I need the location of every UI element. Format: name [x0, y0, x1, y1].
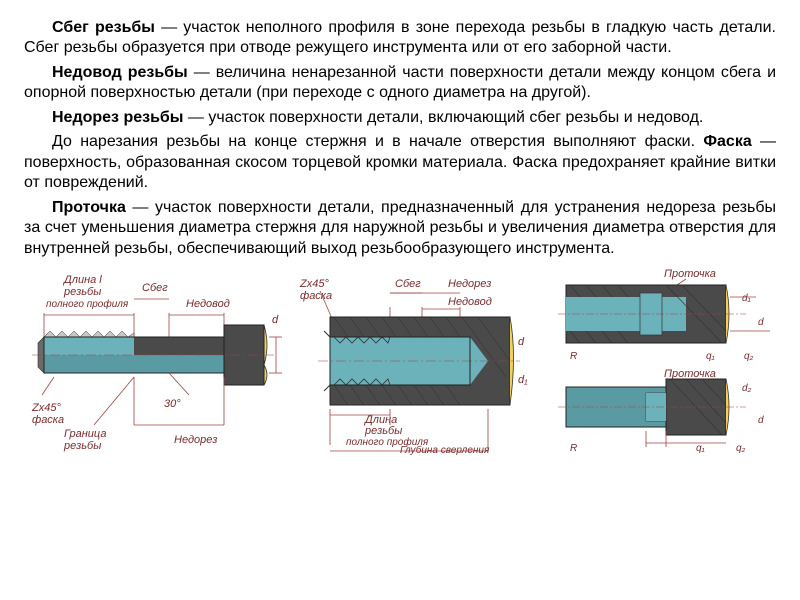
label-protochka1: Проточка: [664, 268, 716, 280]
label-zx45-1: Zx45°: [31, 402, 61, 414]
term-faska: Фаска: [703, 133, 751, 150]
label-rezby: резьбы: [63, 286, 101, 298]
paragraph-nedovod: Недовод резьбы — величина ненарезанной ч…: [24, 63, 776, 104]
label-d2-l: d₂: [742, 383, 752, 394]
label-dlina-l: Длина l: [62, 274, 102, 286]
label-faska-2: фаска: [300, 290, 332, 302]
paragraph-faska: До нарезания резьбы на конце стержня и в…: [24, 132, 776, 193]
label-nedorez1: Недорез: [174, 434, 217, 446]
text-faska-pre: До нарезания резьбы на конце стержня и в…: [52, 133, 703, 150]
term-nedorez: Недорез резьбы: [52, 109, 183, 126]
label-R-l: R: [570, 443, 577, 454]
label-d-u: d: [758, 317, 764, 328]
label-q1-u: q₁: [706, 351, 715, 362]
label-d-2: d: [518, 336, 525, 348]
label-q2-l: q₂: [736, 443, 746, 454]
label-q2-u: q₂: [744, 351, 754, 362]
label-zx45-2: Zx45°: [299, 278, 329, 290]
diagram-protochka: Проточка d₁ d R q₁ q₂ Проточка: [546, 265, 776, 455]
label-protochka2: Проточка: [664, 368, 716, 380]
text-protochka: — участок поверхности детали, предназнач…: [24, 199, 776, 257]
text-nedorez: — участок поверхности детали, включающий…: [183, 109, 703, 126]
label-rezby2: резьбы: [63, 440, 101, 452]
paragraph-nedorez: Недорез резьбы — участок поверхности дет…: [24, 108, 776, 128]
label-rezby3: резьбы: [364, 425, 402, 437]
label-d-l: d: [758, 415, 764, 426]
label-nedorez2: Недорез: [448, 278, 491, 290]
label-d-1: d: [272, 314, 279, 326]
diagram-external-shaft: Длина l резьбы полного профиля Сбег Недо…: [24, 265, 284, 455]
label-d1-u: d₁: [742, 293, 751, 304]
paragraph-protochka: Проточка — участок поверхности детали, п…: [24, 198, 776, 259]
label-d1-2: d₁: [518, 374, 528, 386]
diagram-row: Длина l резьбы полного профиля Сбег Недо…: [24, 265, 776, 455]
label-sbeg2: Сбег: [395, 278, 421, 290]
label-q1-l: q₁: [696, 443, 705, 454]
label-faska-1: фаска: [32, 414, 64, 426]
term-protochka: Проточка: [52, 199, 126, 216]
label-sbeg1: Сбег: [142, 282, 168, 294]
label-R-u: R: [570, 351, 577, 362]
label-glubina: Глубина сверления: [400, 444, 490, 455]
label-nedovod1: Недовод: [186, 298, 230, 310]
label-nedovod2: Недовод: [448, 296, 492, 308]
label-granitsa: Граница: [64, 428, 106, 440]
diagram-internal-hole: Zx45° фаска Сбег Недорез Недовод: [290, 265, 540, 455]
paragraph-sbeg: Сбег резьбы — участок неполного профиля …: [24, 18, 776, 59]
term-sbeg: Сбег резьбы: [52, 19, 155, 36]
label-polnogo: полного профиля: [46, 298, 129, 310]
label-ang30: 30°: [164, 398, 181, 410]
term-nedovod: Недовод резьбы: [52, 64, 188, 81]
